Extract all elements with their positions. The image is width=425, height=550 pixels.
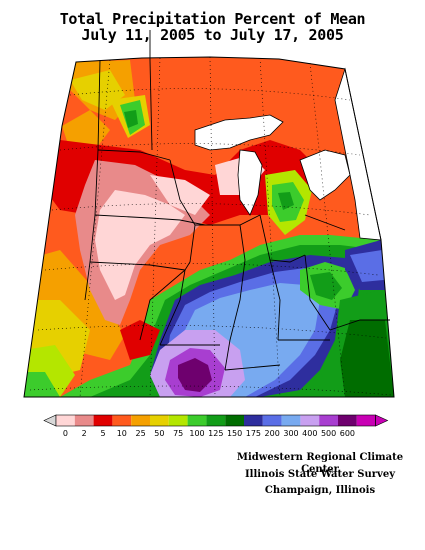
legend-label: 400	[302, 429, 317, 438]
legend-label: 200	[265, 429, 280, 438]
lake-michigan	[237, 149, 263, 216]
legend-swatch	[356, 415, 376, 426]
legend-swatch	[131, 415, 150, 426]
legend-label: 0	[63, 429, 68, 438]
legend-label: 10	[117, 429, 127, 438]
legend-label: 100	[189, 429, 204, 438]
legend-label: 50	[154, 429, 164, 438]
legend-frame	[55, 414, 376, 427]
legend-swatch	[93, 415, 113, 426]
state-boundaries	[84, 30, 390, 371]
legend-swatch	[338, 415, 357, 426]
credit-line-1: Midwestern Regional Climate Center	[236, 452, 404, 475]
precipitation-field	[24, 57, 394, 397]
legend-swatch	[74, 415, 94, 426]
legend-label: 175	[246, 429, 261, 438]
graticule	[29, 56, 393, 398]
legend-swatch	[319, 415, 338, 426]
map-date-range: July 11, 2005 to July 17, 2005	[81, 26, 344, 44]
legend-swatch	[225, 415, 244, 426]
great-lakes	[194, 67, 382, 241]
legend-label: 75	[173, 429, 183, 438]
legend-swatch	[150, 415, 169, 426]
credit-line-3: Champaign, Illinois	[264, 485, 376, 496]
legend-label: 300	[283, 429, 298, 438]
map-frame	[23, 56, 395, 398]
legend-swatch	[187, 415, 207, 426]
legend-arrow-left	[43, 414, 57, 427]
legend-swatch	[112, 415, 132, 426]
lake-superior	[194, 114, 284, 151]
legend-label: 125	[208, 429, 223, 438]
legend-label: 150	[227, 429, 242, 438]
legend-swatch	[300, 415, 320, 426]
legend-label: 2	[82, 429, 87, 438]
map-title: Total Precipitation Percent of Mean	[59, 10, 366, 28]
legend-swatch	[244, 415, 263, 426]
legend-label: 600	[340, 429, 355, 438]
credit-line-2: Illinois State Water Survey	[244, 469, 396, 480]
legend-label: 25	[136, 429, 146, 438]
legend-label: 500	[321, 429, 336, 438]
legend-swatch	[56, 415, 75, 426]
legend-swatch	[206, 415, 226, 426]
legend-label: 5	[100, 429, 105, 438]
legend-arrow-right	[375, 414, 389, 427]
legend-swatch	[168, 415, 188, 426]
legend-swatch	[281, 415, 301, 426]
legend-swatch	[262, 415, 282, 426]
